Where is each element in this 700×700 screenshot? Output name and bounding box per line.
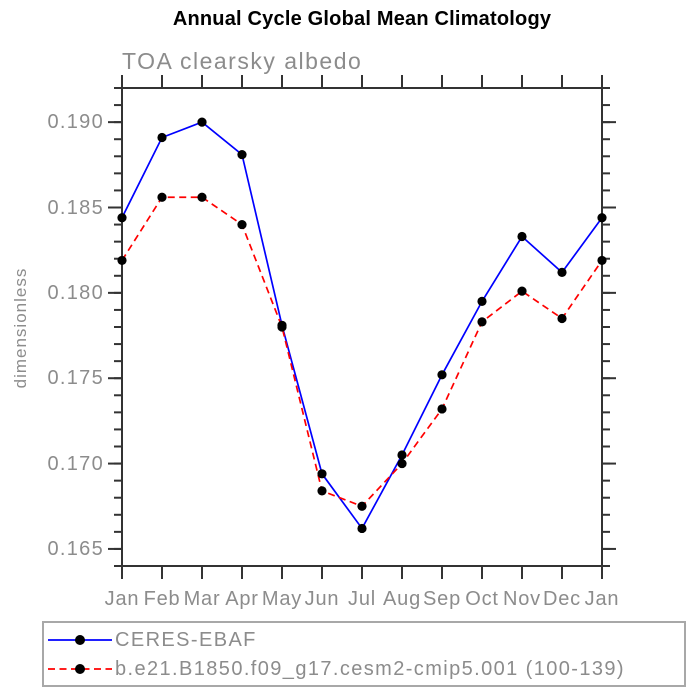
chart-subtitle: TOA clearsky albedo	[122, 48, 363, 74]
data-point-marker	[117, 255, 127, 266]
y-tick-label: 0.170	[47, 452, 104, 475]
x-tick-label: Nov	[503, 588, 541, 610]
data-point-marker	[117, 213, 127, 223]
data-point-marker	[197, 117, 207, 127]
chart-title: Annual Cycle Global Mean Climatology	[172, 8, 552, 30]
x-tick-label: Jun	[304, 588, 340, 610]
data-point-marker	[237, 219, 247, 230]
data-point-marker	[237, 149, 247, 160]
data-point-marker	[317, 486, 327, 496]
y-tick-label: 0.165	[47, 537, 104, 560]
legend-item-model: b.e21.B1850.f09_g17.cesm2-cmip5.001 (100…	[47, 658, 684, 680]
y-tick-label: 0.180	[47, 281, 104, 304]
x-tick-label: Jan	[104, 588, 140, 610]
data-point-marker	[437, 404, 447, 414]
data-point-marker	[597, 255, 607, 266]
x-tick-label: May	[261, 588, 303, 610]
legend-item-ceres: CERES-EBAF	[47, 629, 684, 651]
x-tick-label: Oct	[465, 588, 499, 610]
x-tick-label: Mar	[183, 588, 221, 610]
y-tick-label: 0.185	[47, 196, 104, 219]
legend-label-ceres: CERES-EBAF	[115, 628, 257, 651]
data-point-marker	[477, 296, 487, 306]
data-point-marker	[157, 192, 167, 202]
data-point-marker	[397, 450, 407, 460]
x-tick-label: Aug	[383, 588, 421, 610]
x-tick-label: Apr	[225, 588, 259, 610]
legend: CERES-EBAF b.e21.B1850.f09_g17.cesm2-cmi…	[42, 621, 686, 687]
x-tick-label: Feb	[143, 588, 181, 610]
x-tick-label: Jan	[584, 588, 620, 610]
legend-swatch-ceres	[48, 634, 112, 645]
data-point-marker	[517, 231, 527, 242]
data-point-marker	[517, 286, 527, 296]
data-point-marker	[557, 313, 567, 324]
series-line-0	[121, 121, 603, 531]
data-point-marker	[397, 458, 407, 469]
data-point-marker	[357, 501, 367, 511]
data-point-marker	[197, 192, 207, 202]
data-point-marker	[477, 317, 487, 327]
x-tick-label: Jul	[348, 588, 376, 610]
legend-marker	[75, 634, 85, 645]
data-point-marker	[157, 132, 167, 143]
legend-marker	[75, 663, 85, 674]
legend-swatch-model	[48, 663, 112, 674]
plot-frame	[121, 87, 603, 567]
x-tick-label: Sep	[423, 588, 461, 610]
data-point-marker	[597, 213, 607, 223]
legend-label-model: b.e21.B1850.f09_g17.cesm2-cmip5.001 (100…	[115, 657, 625, 680]
data-point-marker	[437, 370, 447, 380]
x-tick-label: Dec	[543, 588, 581, 610]
y-tick-label: 0.190	[47, 111, 104, 134]
data-point-marker	[557, 267, 567, 277]
data-point-marker	[317, 469, 327, 479]
data-point-marker	[277, 322, 287, 332]
y-tick-label: 0.175	[47, 367, 104, 390]
data-point-marker	[357, 523, 367, 534]
